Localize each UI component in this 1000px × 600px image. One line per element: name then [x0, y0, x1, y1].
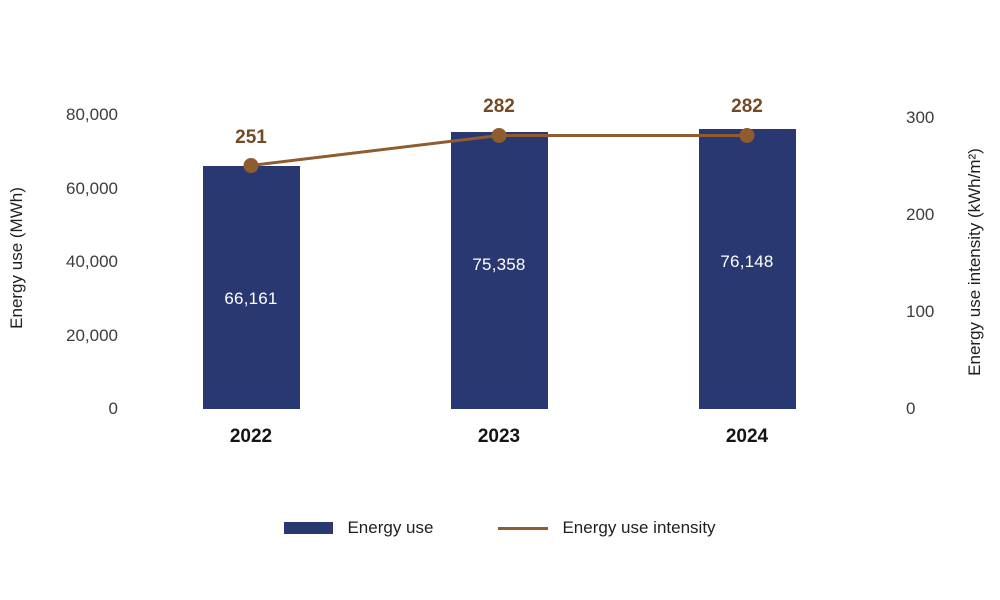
right-axis-tick-300: 300 [906, 108, 935, 127]
legend-bar-swatch-icon [284, 522, 334, 534]
intensity-label-2022: 251 [235, 126, 267, 148]
intensity-label-2023: 282 [483, 96, 515, 118]
right-axis-tick-0: 0 [906, 399, 916, 418]
legend-line-swatch-icon [498, 526, 549, 530]
legend-label-energy-use-intensity: Energy use intensity [562, 518, 716, 537]
left-axis-tick-40000: 40,000 [66, 252, 118, 271]
intensity-label-2024: 282 [731, 96, 763, 118]
legend: Energy use Energy use intensity [0, 518, 1000, 538]
right-axis-tick-200: 200 [906, 205, 935, 224]
left-axis-tick-0: 0 [108, 399, 118, 418]
x-axis-label-2024: 2024 [725, 426, 769, 447]
legend-label-energy-use: Energy use [347, 518, 434, 537]
bar-value-2023: 75,358 [472, 255, 526, 275]
bar-2023 [450, 132, 548, 409]
legend-item-energy-use: Energy use [284, 518, 433, 538]
bar-2024 [698, 129, 796, 409]
left-axis-tick-60000: 60,000 [66, 178, 118, 198]
x-axis-label-2022: 2022 [229, 426, 273, 447]
legend-item-energy-use-intensity: Energy use intensity [498, 518, 716, 538]
bar-value-2024: 76,148 [720, 252, 774, 272]
left-axis-tick-20000: 20,000 [66, 325, 118, 345]
x-axis-label-2023: 2023 [477, 426, 521, 447]
right-axis-tick-100: 100 [906, 302, 935, 321]
bar-value-2022: 66,161 [224, 288, 278, 308]
bar-2022 [202, 165, 300, 409]
left-axis-tick-80000: 80,000 [66, 105, 118, 124]
